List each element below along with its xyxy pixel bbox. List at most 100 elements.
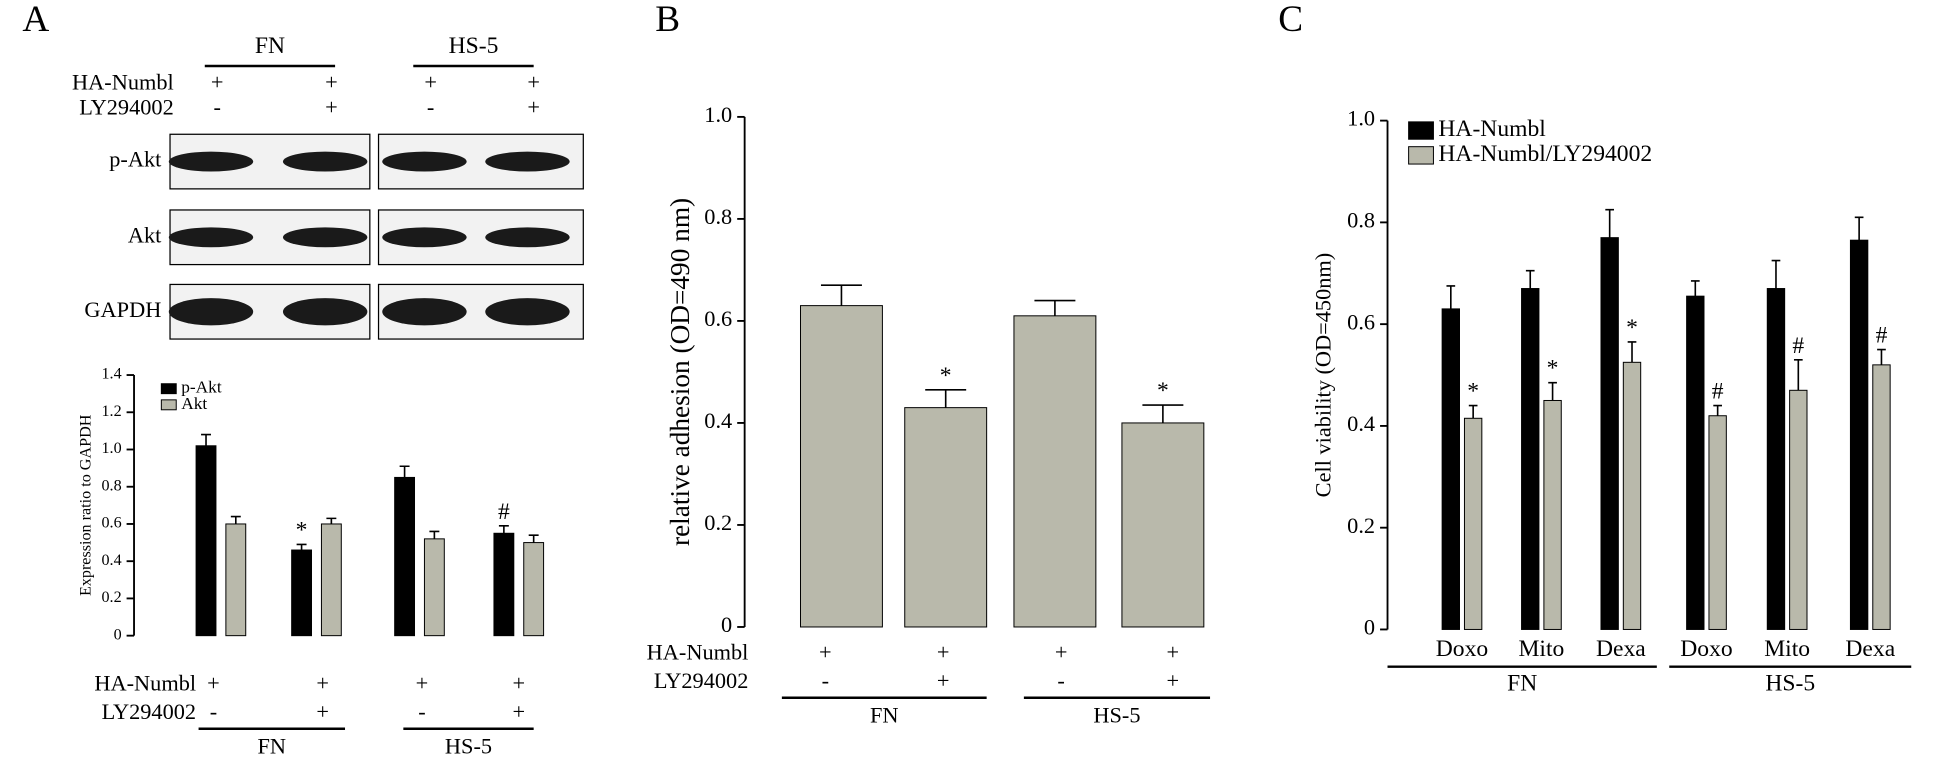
condition-sign: + bbox=[527, 70, 540, 95]
error-bar bbox=[925, 388, 967, 408]
group-label: FN bbox=[870, 703, 899, 728]
condition-label: LY294002 bbox=[654, 668, 749, 693]
condition-sign: - bbox=[1057, 668, 1064, 693]
condition-sign: - bbox=[210, 699, 217, 724]
condition-sign: + bbox=[512, 670, 525, 695]
panel-label: C bbox=[1278, 0, 1303, 40]
blot-band bbox=[282, 298, 368, 326]
condition-sign: + bbox=[1167, 668, 1180, 693]
condition-label: HA-Numbl bbox=[647, 639, 749, 664]
condition-sign: + bbox=[207, 670, 220, 695]
y-tick-label: 0.6 bbox=[101, 515, 121, 532]
bar bbox=[904, 407, 988, 628]
group-label: FN bbox=[255, 33, 285, 59]
error-bar bbox=[230, 515, 241, 524]
error-bar bbox=[1771, 259, 1781, 289]
condition-sign: + bbox=[819, 639, 832, 664]
condition-label: LY294002 bbox=[79, 95, 174, 120]
significance-mark: # bbox=[1876, 323, 1888, 349]
bar bbox=[1849, 239, 1869, 630]
error-bar bbox=[1446, 285, 1456, 309]
group-label: HS-5 bbox=[1765, 671, 1815, 697]
condition-sign: - bbox=[418, 699, 425, 724]
group-label: FN bbox=[1507, 671, 1537, 697]
blot-band bbox=[282, 227, 368, 248]
x-tick-label: Doxo bbox=[1436, 636, 1488, 662]
error-bar bbox=[1690, 280, 1700, 297]
x-tick-label: Dexa bbox=[1845, 636, 1895, 662]
y-tick-label: 0.6 bbox=[704, 306, 732, 331]
condition-sign: + bbox=[424, 70, 437, 95]
significance-mark: * bbox=[1626, 315, 1638, 341]
y-tick-label: 0 bbox=[1364, 615, 1375, 640]
bar bbox=[1872, 364, 1891, 630]
blot-band bbox=[485, 227, 570, 248]
bar bbox=[493, 532, 515, 637]
condition-sign: + bbox=[211, 70, 224, 95]
error-bar bbox=[1854, 216, 1864, 241]
condition-sign: + bbox=[937, 639, 950, 664]
group-label: HS-5 bbox=[1093, 703, 1140, 728]
y-tick-label: 1.0 bbox=[1347, 106, 1375, 131]
bar bbox=[195, 445, 217, 637]
condition-sign: - bbox=[213, 95, 220, 120]
condition-label: HA-Numbl bbox=[72, 70, 174, 95]
condition-label: LY294002 bbox=[102, 699, 197, 724]
y-tick-label: 0.2 bbox=[704, 510, 732, 535]
blot-band bbox=[382, 151, 467, 172]
y-tick-label: 1.4 bbox=[101, 366, 121, 383]
y-tick-label: 0.4 bbox=[704, 408, 732, 433]
error-bar bbox=[1142, 404, 1184, 423]
y-tick-label: 0 bbox=[114, 626, 122, 643]
condition-sign: + bbox=[416, 670, 429, 695]
bar bbox=[394, 476, 416, 637]
error-bar bbox=[296, 543, 307, 551]
blot-band bbox=[382, 298, 467, 326]
bar bbox=[423, 538, 445, 637]
error-bar bbox=[1713, 404, 1722, 416]
bar bbox=[1622, 361, 1642, 630]
bar bbox=[1686, 295, 1705, 630]
group-label: HS-5 bbox=[445, 734, 492, 759]
condition-sign: + bbox=[316, 670, 329, 695]
legend-swatch bbox=[1408, 146, 1434, 165]
condition-sign: + bbox=[1167, 639, 1180, 664]
error-bar bbox=[528, 534, 539, 543]
significance-mark: * bbox=[1157, 378, 1169, 404]
y-tick-label: 0.6 bbox=[1347, 309, 1375, 334]
significance-mark: * bbox=[296, 517, 308, 543]
bar bbox=[1766, 288, 1786, 630]
error-bar bbox=[1525, 269, 1535, 289]
condition-sign: - bbox=[427, 95, 434, 120]
error-bar bbox=[399, 465, 410, 478]
significance-mark: * bbox=[1467, 379, 1479, 405]
x-tick-label: Mito bbox=[1764, 636, 1810, 662]
y-tick-label: 0.4 bbox=[1347, 411, 1375, 436]
blot-row-label: p-Akt bbox=[109, 147, 162, 172]
bar bbox=[1121, 422, 1205, 628]
y-axis-label: Expression ratio to GAPDH bbox=[78, 414, 95, 596]
error-bar bbox=[1468, 404, 1478, 419]
legend-label: HA-Numbl bbox=[1438, 116, 1546, 142]
x-tick-label: Doxo bbox=[1680, 636, 1732, 662]
legend-swatch bbox=[160, 383, 177, 395]
y-tick-label: 0.8 bbox=[101, 477, 121, 494]
bar bbox=[225, 523, 247, 637]
error-bar bbox=[820, 284, 862, 306]
blot-band bbox=[168, 298, 254, 326]
condition-sign: - bbox=[822, 668, 829, 693]
blot-row-label: GAPDH bbox=[84, 297, 161, 322]
blot-band bbox=[282, 151, 368, 172]
condition-sign: + bbox=[325, 95, 338, 120]
condition-sign: + bbox=[1055, 639, 1068, 664]
blot-band bbox=[485, 151, 570, 172]
y-tick-label: 0 bbox=[721, 612, 732, 637]
bar bbox=[1463, 417, 1483, 630]
legend-label: HA-Numbl/LY294002 bbox=[1438, 141, 1652, 167]
x-tick-label: Mito bbox=[1518, 636, 1564, 662]
blot-band bbox=[168, 151, 254, 172]
significance-mark: # bbox=[1792, 333, 1804, 359]
y-tick-label: 0.4 bbox=[101, 552, 121, 569]
significance-mark: # bbox=[498, 499, 510, 525]
